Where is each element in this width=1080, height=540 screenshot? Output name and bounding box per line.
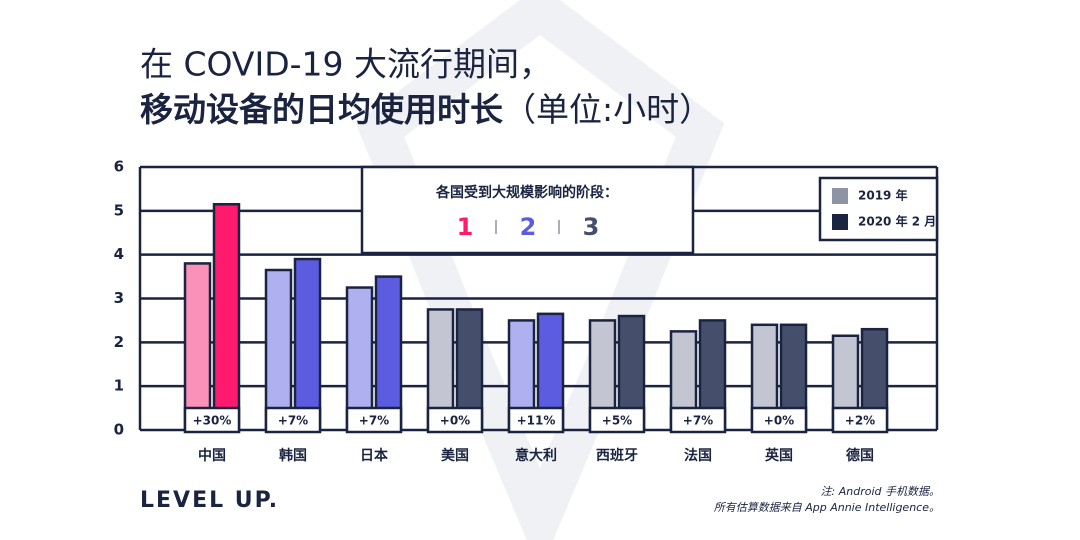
- phase-title: 各国受到大规模影响的阶段：: [435, 184, 618, 201]
- y-tick-label: 3: [114, 289, 124, 307]
- unit: （单位:小时）: [503, 90, 712, 129]
- y-tick-label: 1: [114, 377, 124, 395]
- change-box: [345, 406, 403, 434]
- change-label: +7%: [278, 414, 308, 428]
- y-tick-label: 2: [114, 333, 124, 351]
- bar: [345, 286, 374, 432]
- y-tick-label: 5: [114, 201, 124, 219]
- y-tick-label: 6: [114, 158, 124, 176]
- change-box: [750, 406, 808, 434]
- change-box: [507, 406, 565, 434]
- y-tick-label: 0: [114, 421, 124, 439]
- change-label: +11%: [517, 414, 556, 428]
- note: 注: Android 手机数据。: [821, 485, 940, 498]
- phase-label: 1: [457, 213, 474, 241]
- brand: LEVEL UP.: [140, 488, 279, 513]
- x-tick-label: 韩国: [279, 447, 307, 464]
- change-box: [588, 406, 646, 434]
- change-box: [264, 406, 322, 434]
- legend-box: [818, 176, 939, 242]
- legend-swatch: [832, 214, 848, 230]
- legend-label: 2020 年 2 月: [858, 214, 936, 229]
- bar: [183, 262, 212, 432]
- x-tick-label: 中国: [198, 447, 226, 464]
- change-label: +0%: [764, 414, 794, 428]
- legend-label: 2019 年: [858, 188, 908, 203]
- change-label: +0%: [440, 414, 470, 428]
- change-box: [831, 406, 889, 434]
- change-label: +7%: [359, 414, 389, 428]
- change-label: +5%: [602, 414, 632, 428]
- phase-label: 2: [520, 213, 537, 241]
- change-label: +2%: [845, 414, 875, 428]
- phase-box: [360, 165, 695, 255]
- change-box: [426, 406, 484, 434]
- chart-subtitle: 移动设备的日均使用时长（单位:小时）: [140, 90, 712, 129]
- y-tick-label: 4: [114, 245, 124, 263]
- phase-label: 3: [583, 213, 600, 241]
- bar: [264, 268, 293, 432]
- watermark: [355, 0, 725, 540]
- legend-swatch: [832, 188, 848, 204]
- x-tick-label: 德国: [846, 447, 874, 464]
- x-tick-label: 日本: [360, 447, 389, 464]
- x-tick-label: 意大利: [515, 447, 557, 464]
- title-bold: 移动设备的日均使用时长: [140, 90, 503, 129]
- x-tick-label: 英国: [764, 447, 793, 464]
- bar: [293, 257, 322, 432]
- bar: [212, 203, 241, 432]
- x-tick-label: 法国: [684, 447, 712, 464]
- change-label: +7%: [683, 414, 713, 428]
- chart-title: 在 COVID-19 大流行期间，: [140, 45, 552, 84]
- change-label: +30%: [193, 414, 232, 428]
- change-box: [669, 406, 727, 434]
- x-tick-label: 美国: [441, 447, 469, 464]
- x-tick-label: 西班牙: [596, 447, 638, 464]
- change-box: [183, 406, 241, 434]
- note: 所有估算数据来自 App Annie Intelligence。: [714, 501, 940, 514]
